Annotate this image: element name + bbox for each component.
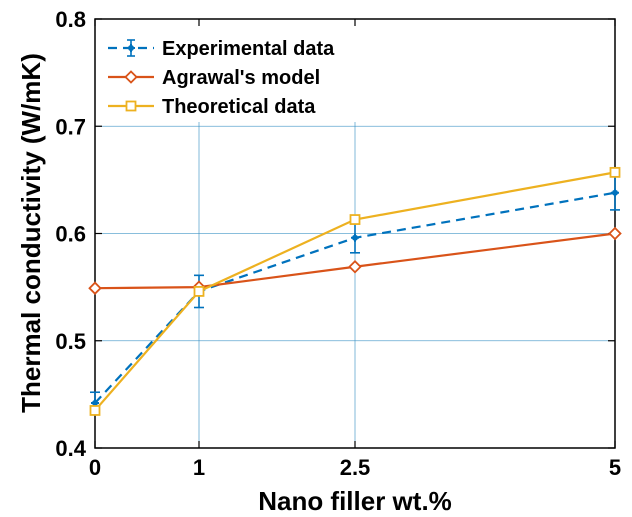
experimental-data-marker (352, 234, 358, 241)
legend-label: Theoretical data (162, 96, 316, 118)
legend-marker (128, 45, 134, 51)
series-theoretical-data (89, 166, 621, 416)
y-axis-label: Thermal conductivity (W/mK) (16, 53, 46, 413)
theoretical-data-marker (89, 405, 101, 416)
series-agrawal-s-model (88, 226, 622, 295)
experimental-data-marker (92, 399, 98, 406)
legend-item-theoretical-data: Theoretical data (108, 96, 316, 118)
y-tick-label: 0.7 (55, 114, 86, 139)
y-tick-label: 0.6 (55, 222, 86, 247)
series-group (88, 166, 622, 416)
y-tick-label: 0.4 (55, 436, 86, 461)
theoretical-data-marker (193, 286, 205, 297)
legend-marker (124, 70, 138, 84)
legend: Experimental data Agrawal's model Theoreti… (100, 26, 368, 122)
y-tick-label: 0.8 (55, 7, 86, 32)
legend-label: Agrawal's model (162, 67, 320, 89)
x-tick-label: 0 (89, 455, 101, 480)
experimental-data-marker (612, 189, 618, 196)
legend-label: Experimental data (162, 38, 335, 60)
theoretical-data-marker (609, 166, 621, 178)
legend-marker (125, 100, 137, 112)
x-tick-label: 1 (193, 455, 205, 480)
legend-item-agrawal-s-model: Agrawal's model (108, 67, 320, 89)
x-axis-label: Nano filler wt.% (258, 486, 452, 516)
theoretical-data-line (94, 171, 616, 412)
y-tick-label: 0.5 (55, 329, 86, 354)
x-tick-label: 5 (609, 455, 621, 480)
agrawal-s-model-marker (88, 281, 102, 295)
legend-item-experimental-data: Experimental data (108, 38, 335, 60)
agrawal-s-model-marker (608, 226, 622, 241)
theoretical-data-marker (349, 214, 361, 225)
experimental-data-line (94, 191, 616, 404)
agrawal-s-model-line (94, 232, 616, 290)
axis-ticks: 0 1 2.5 5 0.4 0.5 0.6 0.7 0.8 (55, 7, 621, 480)
agrawal-s-model-marker (348, 259, 362, 274)
x-tick-label: 2.5 (340, 455, 371, 480)
